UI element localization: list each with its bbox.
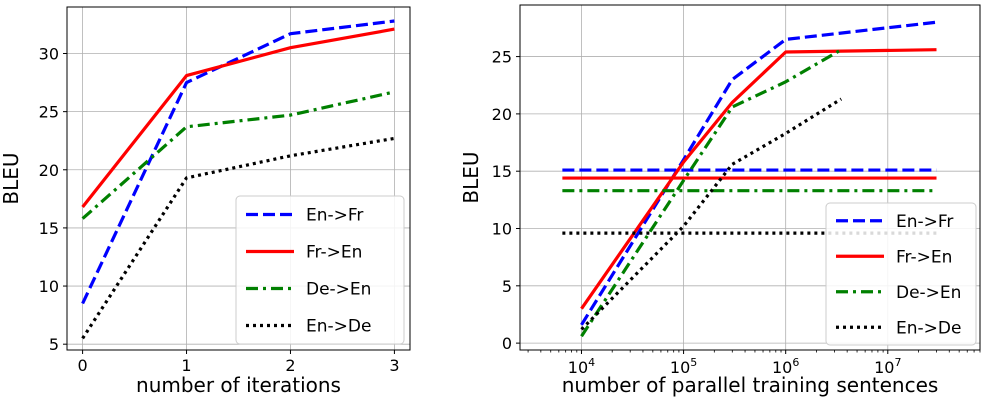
y-tick-label: 25 [39, 103, 59, 122]
legend-label-de-en: De->En [306, 280, 371, 300]
legend-label-fr-en: Fr->En [896, 247, 952, 267]
series-group [81, 19, 395, 340]
y-tick-label: 15 [39, 219, 59, 238]
x-tick-label: 105 [670, 356, 697, 377]
y-tick-label: 5 [502, 277, 512, 296]
series-group [562, 20, 937, 338]
series-line-en-de [81, 136, 395, 340]
x-tick-label: 107 [874, 356, 901, 377]
legend-label-de-en: De->En [896, 283, 961, 303]
y-axis-label: BLEU [0, 152, 23, 204]
legend-label-fr-en: Fr->En [306, 243, 362, 263]
x-tick-label: 104 [568, 356, 595, 377]
x-tick-label: 0 [77, 356, 87, 375]
x-tick-label: 2 [285, 356, 295, 375]
y-tick-label: 15 [492, 162, 512, 181]
series-line-de-en [580, 48, 843, 338]
legend: En->Fr Fr->En De->En En->De [235, 195, 405, 345]
x-axis-label: number of parallel training sentences [562, 373, 939, 397]
chart-iterations: 0 1 2 3 5 10 15 20 25 30 number of iterations BLEU E… [0, 6, 411, 397]
plot-frame [66, 6, 411, 351]
x-tick-label: 1 [181, 356, 191, 375]
legend-box [235, 195, 405, 345]
x-tick-label: 3 [389, 356, 399, 375]
y-tick-label: 20 [39, 161, 59, 180]
legend-label-en-fr: En->Fr [896, 212, 953, 232]
y-tick-label: 20 [492, 105, 512, 124]
y-tick-label: 10 [492, 220, 512, 239]
legend-label-en-de: En->De [306, 317, 371, 337]
y-tick-label: 5 [49, 335, 59, 354]
x-axis-label: number of iterations [136, 373, 341, 397]
legend-label-en-de: En->De [896, 318, 961, 338]
legend: En->Fr Fr->En De->En En->De [825, 202, 977, 346]
legend-label-en-fr: En->Fr [306, 206, 363, 226]
series-line-en-fr [580, 20, 937, 326]
plot-frame [519, 4, 981, 351]
chart-parallel-sentences: 104 105 106 107 0 5 10 15 20 25 number of parallel… [459, 4, 981, 397]
series-line-en-fr [81, 19, 395, 305]
series-line-de-en [81, 90, 395, 220]
series-line-fr-en [81, 27, 395, 208]
series-line-en-de [580, 97, 843, 331]
x-tick-label: 106 [772, 356, 799, 377]
y-axis-label: BLEU [459, 151, 483, 203]
y-tick-label: 25 [492, 48, 512, 67]
legend-box [825, 202, 977, 346]
y-tick-label: 0 [502, 334, 512, 353]
y-tick-label: 10 [39, 277, 59, 296]
y-tick-label: 30 [39, 45, 59, 64]
